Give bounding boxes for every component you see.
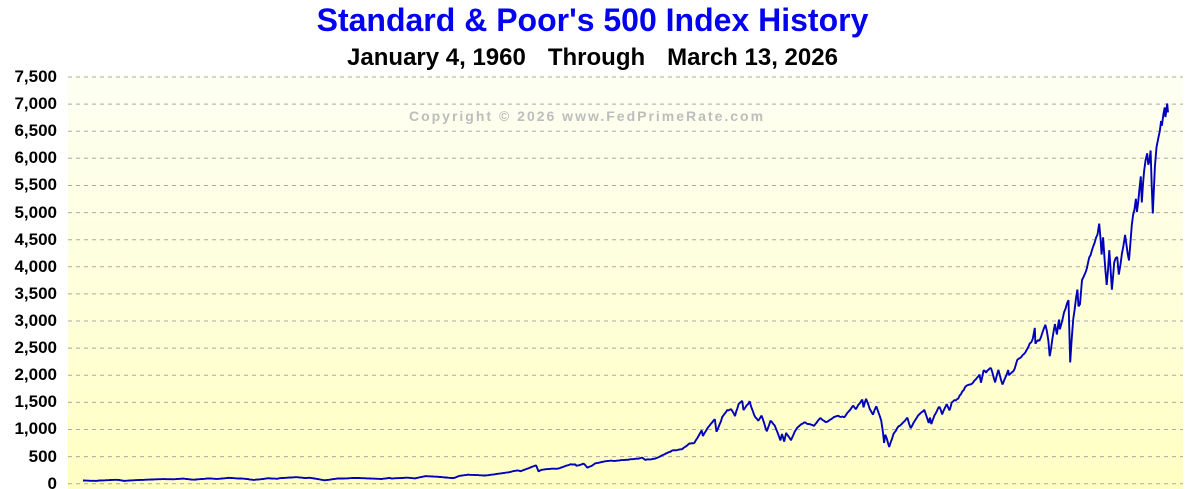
y-axis-tick-label: 7,500 bbox=[14, 67, 57, 86]
y-axis-tick-label: 1,500 bbox=[14, 392, 57, 411]
y-axis-tick-label: 500 bbox=[28, 447, 57, 466]
copyright-watermark: Copyright © 2026 www.FedPrimeRate.com bbox=[408, 108, 766, 124]
sp500-price-line bbox=[83, 103, 1169, 482]
plot-background bbox=[68, 75, 1183, 489]
y-axis-tick-label: 5,000 bbox=[14, 203, 57, 222]
y-axis-tick-label: 4,500 bbox=[14, 230, 57, 249]
subtitle-start-date: January 4, 1960 bbox=[347, 44, 526, 71]
y-axis-tick-label: 2,000 bbox=[14, 365, 57, 384]
y-axis-tick-label: 4,000 bbox=[14, 257, 57, 276]
y-axis-tick-label: 3,000 bbox=[14, 311, 57, 330]
y-axis-tick-label: 5,500 bbox=[14, 175, 57, 194]
y-axis-tick-label: 0 bbox=[47, 474, 57, 489]
chart-title: Standard & Poor's 500 Index History bbox=[316, 2, 869, 38]
y-axis-tick-label: 3,500 bbox=[14, 284, 57, 303]
y-axis-tick-label: 2,500 bbox=[14, 338, 57, 357]
series-layer bbox=[83, 103, 1169, 482]
y-axis-tick-label: 6,000 bbox=[14, 148, 57, 167]
subtitle-end-date: March 13, 2026 bbox=[667, 44, 838, 71]
y-axis-tick-label: 1,000 bbox=[14, 419, 57, 438]
y-axis-labels: 0 500 1,000 1,500 2,000 2,500 3,000 3,500 4,000 4… bbox=[0, 0, 57, 489]
y-axis-tick-label: 7,000 bbox=[14, 94, 57, 113]
chart-subtitle: January 4, 1960 Through March 13, 2026 bbox=[0, 44, 1185, 72]
subtitle-through: Through bbox=[547, 44, 646, 71]
y-axis-tick-label: 6,500 bbox=[14, 121, 57, 140]
gridlines-layer bbox=[68, 76, 1183, 485]
